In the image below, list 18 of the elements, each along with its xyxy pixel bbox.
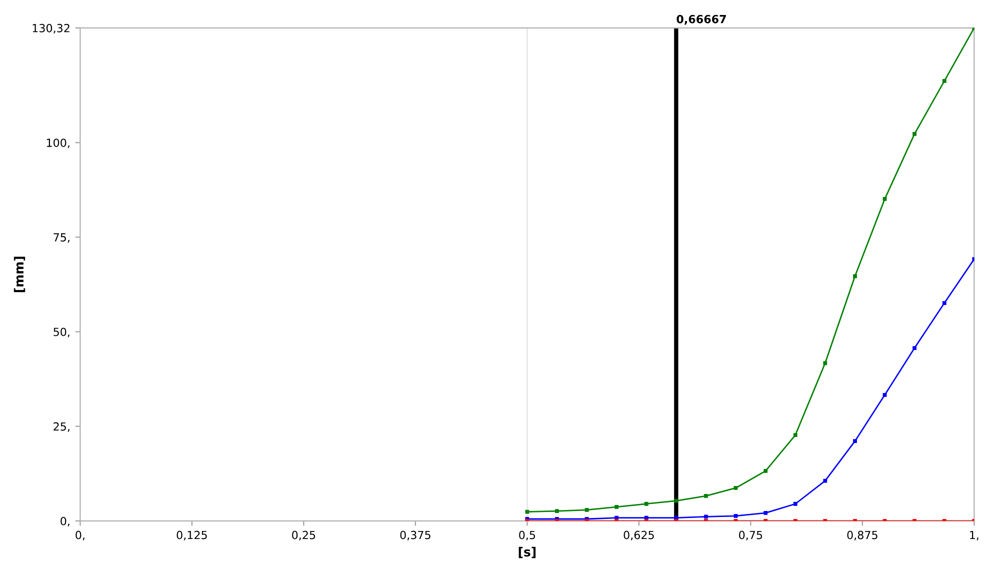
y-tick-label: 0, (60, 516, 70, 526)
y-tick-label: 75, (54, 233, 70, 243)
x-tick-label: 0,25 (292, 530, 316, 540)
x-tick-label: 0,375 (400, 530, 430, 540)
y-tick-label: 100, (46, 138, 70, 148)
y-axis-title: [mm] (14, 256, 26, 292)
x-axis-title: [s] (518, 546, 536, 558)
y-tick-label: 50, (54, 328, 70, 338)
x-tick-label: 0, (76, 530, 84, 540)
y-tick-label: 25, (54, 422, 70, 432)
x-tick-label: 1, (970, 530, 978, 540)
x-tick-label: 0,75 (739, 530, 762, 540)
x-tick-label: 0,5 (519, 530, 536, 540)
ref-line-label: 0,66667 (676, 14, 726, 25)
y-tick-label: 130,32 (32, 24, 70, 34)
x-tick-label: 0,125 (176, 530, 207, 540)
x-tick-label: 0,875 (847, 530, 878, 540)
x-tick-label: 0,625 (624, 530, 654, 540)
